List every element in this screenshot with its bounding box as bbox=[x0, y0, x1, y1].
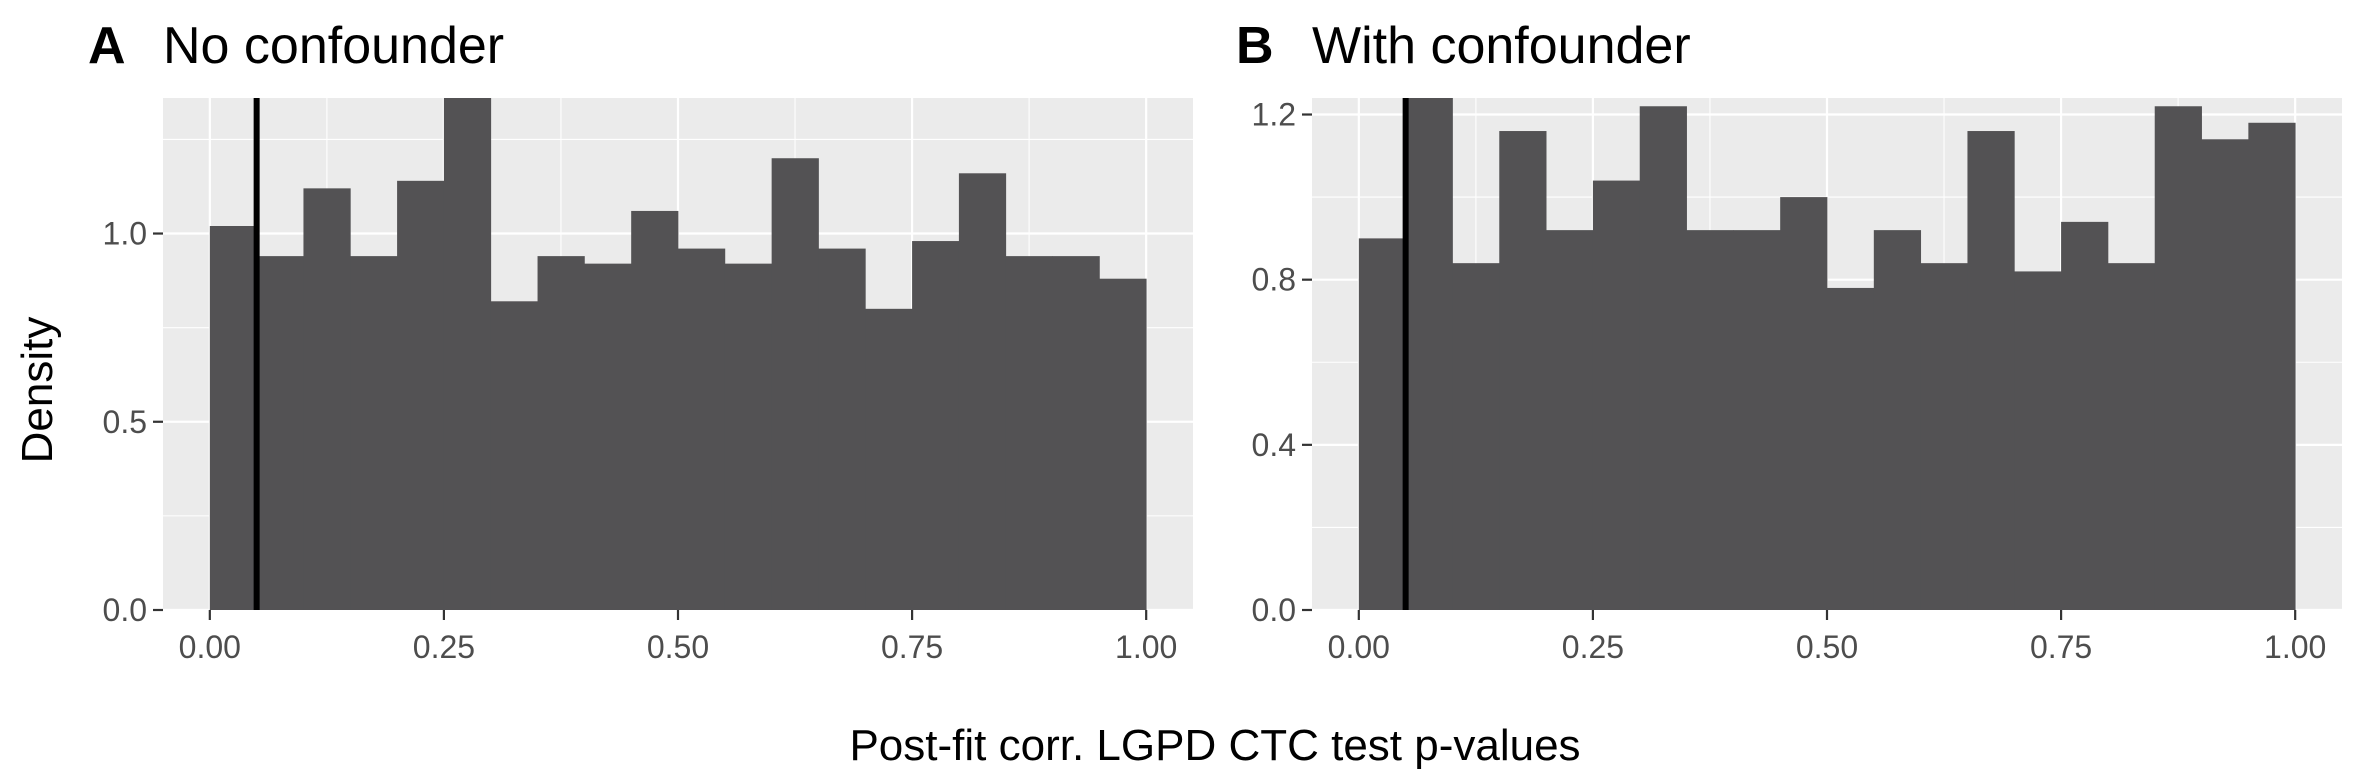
panel-a-y-tick-label: 0.5 bbox=[103, 404, 147, 440]
panel-a-x-tick-label: 0.50 bbox=[647, 629, 709, 665]
panel-a-bar-4 bbox=[350, 256, 398, 610]
panel-a-bar-16 bbox=[912, 241, 960, 610]
panel-a-bar-9 bbox=[584, 263, 632, 610]
panel-b-x-tick-label: 0.25 bbox=[1562, 629, 1624, 665]
panel-b-x-tick-label: 0.00 bbox=[1328, 629, 1390, 665]
panel-b-x-tick-label: 0.50 bbox=[1796, 629, 1858, 665]
panel-b-tag: B bbox=[1236, 17, 1274, 75]
panel-b-bar-14 bbox=[1967, 131, 2015, 610]
panel-b-bar-5 bbox=[1546, 230, 1594, 610]
panel-b-bar-16 bbox=[2061, 221, 2109, 610]
panel-b-bar-18 bbox=[2154, 106, 2202, 611]
panel-a-bar-1 bbox=[209, 226, 258, 610]
panel-a-bar-15 bbox=[865, 308, 913, 610]
panel-a-x-tick-label: 1.00 bbox=[1115, 629, 1177, 665]
panel-a-bar-19 bbox=[1052, 256, 1100, 610]
panel-b-bar-1 bbox=[1358, 238, 1407, 611]
x-axis-title: Post-fit corr. LGPD CTC test p-values bbox=[849, 721, 1580, 770]
panel-b-title: With confounder bbox=[1312, 17, 1691, 75]
panel-a-bar-8 bbox=[537, 256, 585, 610]
panel-a-y-tick-label: 0.0 bbox=[103, 592, 147, 628]
panel-a-bar-18 bbox=[1005, 256, 1053, 610]
panel-b-bar-12 bbox=[1873, 230, 1922, 610]
panel-a-bar-14 bbox=[818, 248, 866, 610]
panel-b-bar-10 bbox=[1780, 197, 1828, 610]
panel-a-bar-7 bbox=[490, 301, 538, 610]
panel-a-x-tick-label: 0.25 bbox=[413, 629, 475, 665]
panel-a-x-tick-label: 0.75 bbox=[881, 629, 943, 665]
panel-b-bar-3 bbox=[1452, 263, 1500, 610]
panel-b-bar-17 bbox=[2107, 263, 2156, 610]
panel-a: 0.00 0.25 0.50 0.75 1.00 0.0 0.5 1.0 A No confoun… bbox=[88, 17, 1193, 665]
y-axis-title: Density bbox=[13, 317, 62, 464]
panel-b-bar-11 bbox=[1827, 287, 1875, 610]
panel-b: 0.00 0.25 0.50 0.75 1.00 0.0 0.4 0.8 1.2 B With co… bbox=[1236, 17, 2342, 665]
panel-a-tag: A bbox=[88, 17, 126, 75]
panel-b-bar-2 bbox=[1405, 98, 1453, 610]
panel-b-y-tick-label: 0.0 bbox=[1252, 592, 1296, 628]
panel-b-x-tick-label: 0.75 bbox=[2030, 629, 2092, 665]
panel-a-title: No confounder bbox=[163, 17, 504, 75]
panel-b-y-tick-label: 1.2 bbox=[1252, 97, 1296, 133]
panel-b-bar-19 bbox=[2201, 139, 2249, 610]
panel-b-x-tick-label: 1.00 bbox=[2264, 629, 2326, 665]
panel-a-bar-13 bbox=[771, 158, 819, 610]
panel-b-bar-15 bbox=[2014, 271, 2062, 610]
panel-b-bar-13 bbox=[1920, 263, 1968, 610]
panel-a-bar-3 bbox=[303, 188, 351, 610]
panel-a-bar-10 bbox=[631, 210, 679, 611]
panel-a-bar-12 bbox=[724, 263, 773, 610]
panel-a-bar-5 bbox=[397, 180, 445, 610]
panel-b-y-tick-label: 0.8 bbox=[1252, 262, 1296, 298]
panel-a-bar-6 bbox=[443, 98, 492, 610]
panel-a-bar-17 bbox=[958, 173, 1007, 610]
panel-a-x-tick-label: 0.00 bbox=[179, 629, 241, 665]
panel-b-bar-4 bbox=[1499, 131, 1547, 610]
panel-b-bar-6 bbox=[1592, 180, 1641, 611]
panel-a-y-tick-label: 1.0 bbox=[103, 216, 147, 252]
panel-b-bar-7 bbox=[1639, 106, 1687, 611]
panel-b-bar-8 bbox=[1686, 230, 1734, 610]
panel-b-bar-9 bbox=[1733, 230, 1781, 610]
panel-b-bar-20 bbox=[2248, 122, 2296, 610]
panel-a-bar-11 bbox=[678, 248, 726, 610]
panel-b-y-tick-label: 0.4 bbox=[1252, 427, 1296, 463]
panel-a-bar-20 bbox=[1099, 278, 1147, 610]
panel-a-bar-2 bbox=[256, 256, 304, 610]
